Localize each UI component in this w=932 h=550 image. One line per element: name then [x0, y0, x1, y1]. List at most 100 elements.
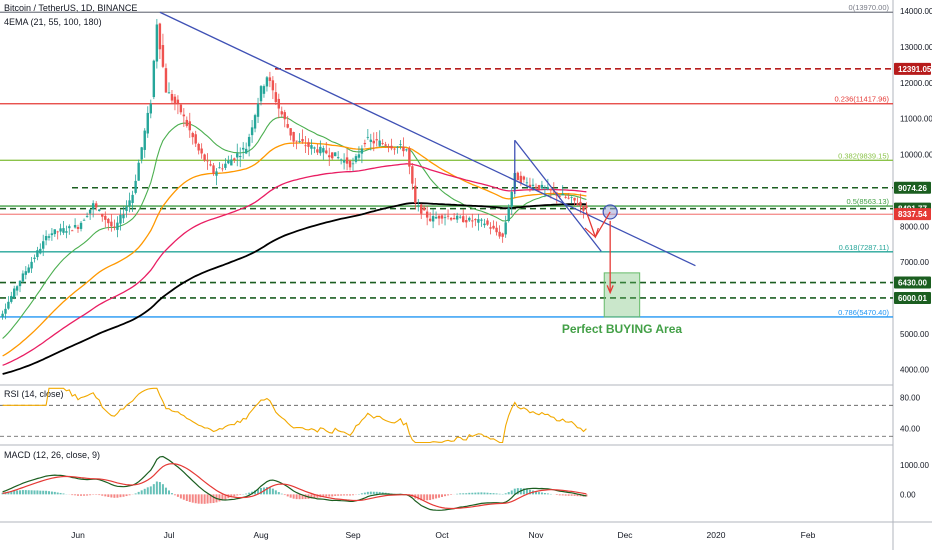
macd-hist-bar: [278, 492, 280, 494]
candle-body: [474, 219, 476, 220]
candle-body: [248, 137, 250, 146]
macd-hist-bar: [138, 492, 140, 494]
macd-hist-bar: [71, 494, 73, 495]
macd-hist-bar: [483, 493, 485, 495]
candle-body: [370, 140, 372, 142]
macd-hist-bar: [141, 490, 143, 494]
buy-area-label: Perfect BUYING Area: [562, 322, 683, 336]
candle-body: [215, 171, 217, 175]
candle-body: [544, 188, 546, 189]
candle-body: [307, 142, 309, 147]
macd-hist-bar: [423, 494, 425, 500]
macd-hist-bar: [98, 494, 100, 495]
macd-hist-bar: [432, 494, 434, 499]
candle-body: [570, 197, 572, 198]
macd-hist-bar: [31, 490, 33, 494]
candle-body: [364, 143, 366, 144]
macd-tick: 1000.00: [900, 461, 929, 470]
candle-body: [405, 149, 407, 150]
macd-hist-bar: [126, 494, 128, 496]
candle-body: [254, 115, 256, 128]
macd-hist-bar: [337, 494, 339, 495]
ema-lines: [3, 117, 587, 374]
macd-hist-bar: [86, 494, 88, 495]
macd-pane: 0.001000.00: [2, 457, 930, 511]
candle-body: [162, 45, 164, 67]
candle-body: [526, 182, 528, 183]
candle-body: [477, 219, 479, 223]
candle-body: [65, 231, 67, 232]
candle-body: [107, 219, 109, 223]
candle-body: [523, 177, 525, 180]
candle-body: [110, 222, 112, 227]
price-tick: 10000.00: [900, 151, 932, 160]
candle-body: [328, 155, 330, 157]
candle-body: [486, 220, 488, 224]
macd-hist-bar: [373, 492, 375, 495]
candle-body: [289, 128, 291, 135]
macd-hist-bar: [174, 494, 176, 495]
price-tag-label: 8337.54: [898, 210, 927, 219]
macd-hist-bar: [147, 487, 149, 494]
macd-hist-bar: [51, 492, 53, 495]
macd-hist-bar: [511, 490, 513, 494]
macd-hist-bar: [471, 493, 473, 495]
candle-body: [95, 203, 97, 207]
candle-body: [520, 176, 522, 183]
macd-hist-bar: [168, 490, 170, 494]
candle-body: [236, 153, 238, 157]
candle-body: [498, 232, 500, 237]
month-tick: Jul: [164, 530, 175, 540]
candle-body: [373, 141, 375, 144]
ema-line: [3, 203, 587, 374]
macd-hist-bar: [293, 494, 295, 498]
macd-hist-bar: [477, 492, 479, 494]
candle-body: [517, 173, 519, 180]
candle-body: [275, 92, 277, 102]
candle-body: [532, 185, 534, 186]
candle-body: [508, 208, 510, 221]
candle-body: [585, 206, 587, 209]
candle-body: [343, 160, 345, 162]
candle-body: [393, 149, 395, 150]
candle-body: [257, 104, 259, 117]
price-tags: 12391.059074.268491.778337.546430.006000…: [894, 63, 932, 304]
macd-hist-bar: [77, 494, 79, 495]
candle-body: [579, 202, 581, 206]
macd-hist-bar: [328, 494, 330, 496]
macd-hist-bar: [150, 486, 152, 494]
candle-body: [1, 314, 3, 317]
month-tick: Aug: [253, 530, 268, 540]
candle-body: [550, 189, 552, 190]
candle-body: [48, 236, 50, 238]
candle-body: [298, 141, 300, 142]
macd-hist-bar: [331, 494, 333, 496]
candle-body: [281, 111, 283, 114]
candle-body: [489, 227, 491, 228]
candle-body: [349, 161, 351, 168]
candle-body: [233, 158, 235, 159]
candle-body: [450, 218, 452, 220]
candle-body: [541, 185, 543, 189]
month-tick: 2020: [707, 530, 726, 540]
candle-body: [180, 105, 182, 113]
macd-hist-bar: [343, 494, 345, 495]
macd-hist-bar: [89, 494, 91, 495]
fib-label: 0.618(7287.11): [839, 243, 890, 252]
candle-body: [212, 165, 214, 173]
macd-hist-bar: [159, 482, 161, 494]
fib-label: 0.236(11417.96): [835, 95, 890, 104]
candle-body: [174, 97, 176, 103]
candle-body: [260, 86, 262, 101]
macd-hist-bar: [195, 494, 197, 503]
ema-line: [3, 164, 587, 365]
candle-body: [379, 141, 381, 146]
macd-hist-bar: [19, 490, 21, 494]
candle-body: [77, 227, 79, 229]
candle-body: [150, 104, 152, 114]
candle-body: [39, 249, 41, 254]
candle-body: [25, 271, 27, 275]
macd-hist-bar: [435, 494, 437, 498]
